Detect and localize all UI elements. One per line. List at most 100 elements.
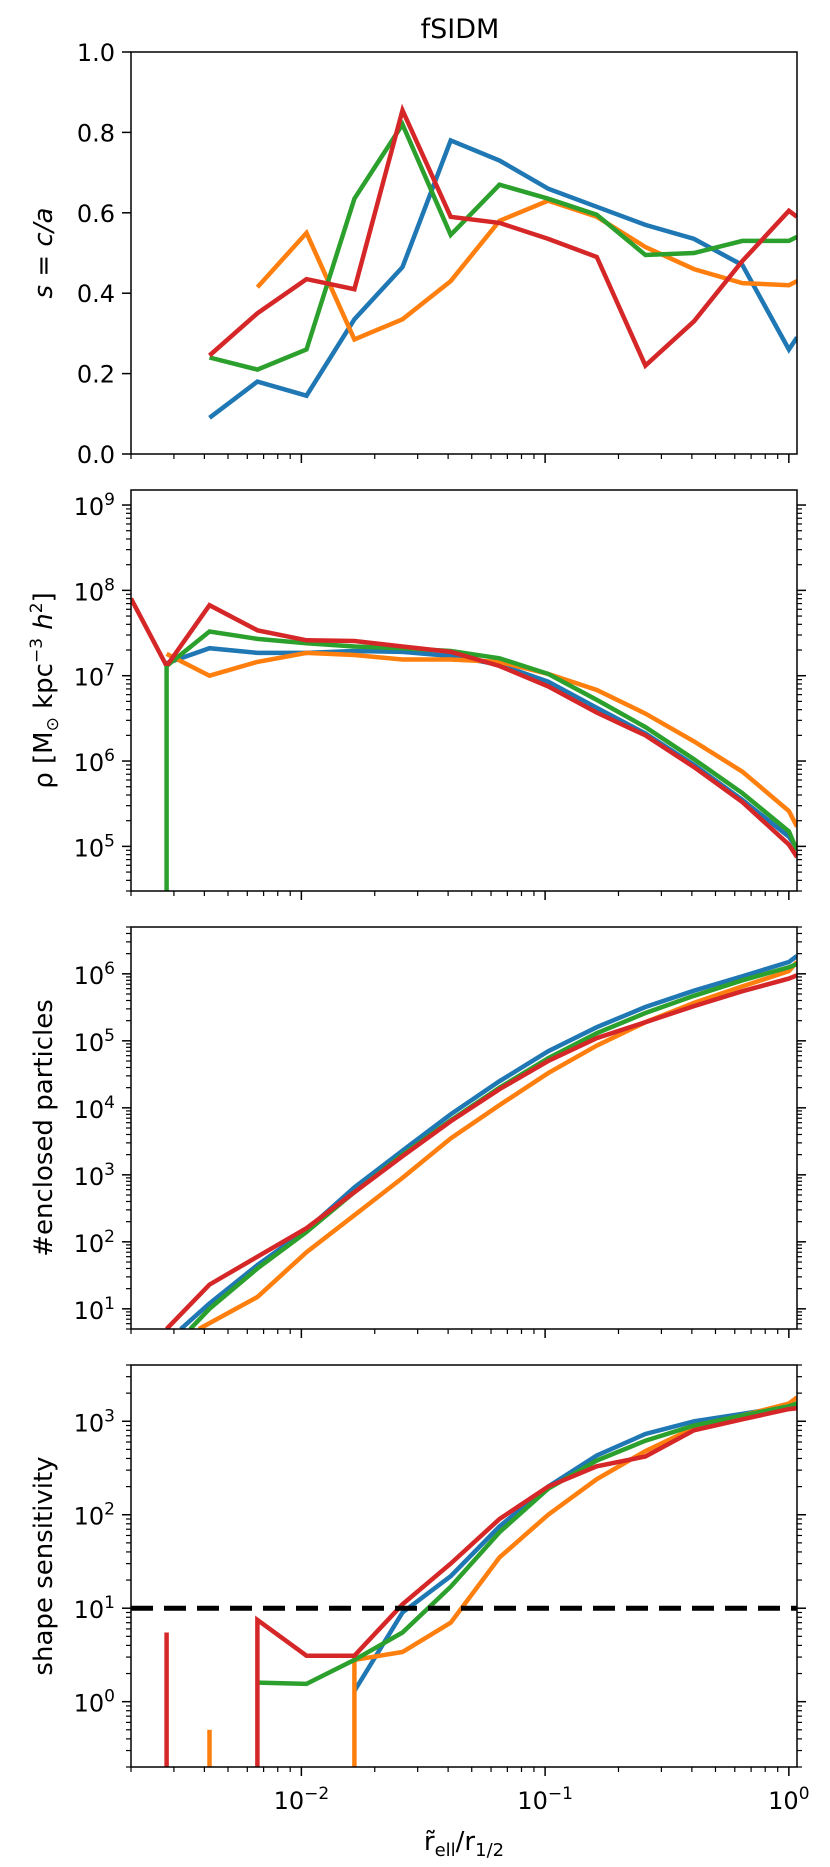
- y-tick-label-base: 10: [74, 1596, 105, 1624]
- series-group: [131, 597, 797, 891]
- x-tick-label-base: 10: [517, 1787, 548, 1815]
- y-tick-label: 102: [74, 1227, 115, 1258]
- y-axis-label-part: c/a: [29, 208, 59, 247]
- y-tick-label: 0.6: [77, 200, 115, 228]
- y-axis-label-part: −3: [27, 638, 47, 663]
- y-tick-label: 104: [74, 1093, 115, 1124]
- x-axis-label-part: ell: [435, 1840, 456, 1861]
- series-line-blue-0: [352, 1402, 797, 1693]
- figure-title: fSIDM: [421, 14, 500, 45]
- series-group: [208, 103, 797, 420]
- y-tick-label-exponent: 3: [104, 1160, 115, 1180]
- y-tick-label: 105: [74, 831, 115, 862]
- y-axis-label: ρ [M⊙ kpc−3 h2]: [27, 592, 63, 789]
- series-line-orange-1: [255, 198, 797, 343]
- y-tick-label-base: 10: [74, 962, 105, 990]
- y-tick-label-base: 10: [74, 1409, 105, 1437]
- y-tick-label: 107: [74, 661, 115, 692]
- y-tick-label-base: 10: [74, 1230, 105, 1258]
- y-tick-label-exponent: 1: [104, 1593, 115, 1613]
- y-tick-label: 109: [74, 490, 115, 521]
- series-line-green-2: [165, 629, 797, 852]
- y-axis-label: #enclosed particles: [29, 999, 59, 1257]
- x-tick-label-exponent: −2: [304, 1784, 329, 1804]
- y-tick-label-exponent: 7: [104, 661, 115, 681]
- axes-frame: [130, 926, 798, 1330]
- x-axis-label-part: /r: [456, 1827, 476, 1857]
- x-tick-label-base: 10: [768, 1787, 799, 1815]
- x-ticks: 10−2 10−1 100: [130, 1767, 810, 1815]
- axes-frame: [130, 1364, 798, 1768]
- y-tick-label-exponent: 6: [104, 746, 115, 766]
- series-line-orange-1: [165, 650, 797, 828]
- y-tick-label: 0.2: [77, 361, 115, 389]
- y-tick-label: 103: [74, 1406, 115, 1437]
- y-axis-label: s = c/a: [29, 208, 59, 299]
- y-axis-label-part: h: [29, 613, 59, 638]
- x-axis-label-text: r̃ell/r1/2: [424, 1827, 504, 1861]
- series-line-blue-0: [208, 137, 797, 420]
- y-tick-label-exponent: 3: [104, 1406, 115, 1426]
- x-tick-label-base: 10: [274, 1787, 305, 1815]
- y-tick-label-exponent: 5: [104, 831, 115, 851]
- series-line-orange-1: [197, 960, 797, 1329]
- y-tick-label-exponent: 0: [104, 1687, 115, 1707]
- y-tick-label-base: 10: [74, 664, 105, 692]
- series-line-green-2: [208, 119, 797, 372]
- x-tick-label: 100: [768, 1784, 809, 1815]
- series-line-red-3: [208, 103, 797, 370]
- y-tick-label: 1.0: [77, 39, 115, 67]
- y-tick-label: 0.4: [77, 280, 115, 308]
- x-tick-label-exponent: 0: [799, 1784, 810, 1804]
- y-tick-label-base: 10: [74, 1297, 105, 1325]
- y-tick-label: 106: [74, 746, 115, 777]
- series-line-red-3: [131, 597, 797, 859]
- axes-frame: [130, 51, 798, 455]
- y-tick-label: 101: [74, 1593, 115, 1624]
- series-line-green-3: [257, 1401, 797, 1687]
- y-tick-label: 0.0: [77, 441, 115, 469]
- y-tick-label-exponent: 2: [104, 1227, 115, 1247]
- y-axis-label-part: 2: [27, 602, 47, 613]
- y-tick-label: 108: [74, 575, 115, 606]
- y-tick-label-exponent: 4: [104, 1093, 115, 1113]
- y-axis-label-part: ρ [M: [29, 731, 59, 788]
- y-tick-label-base: 10: [74, 578, 105, 606]
- y-tick-label: 105: [74, 1026, 115, 1057]
- panels: 0.00.20.40.60.81.0s = c/a105106107108109…: [27, 39, 810, 1815]
- y-tick-label: 106: [74, 959, 115, 990]
- y-tick-label-base: 10: [74, 1163, 105, 1191]
- y-tick-label: 100: [74, 1687, 115, 1718]
- y-axis-label-part: ]: [29, 592, 59, 602]
- y-tick-label: 103: [74, 1160, 115, 1191]
- y-tick-label: 102: [74, 1500, 115, 1531]
- y-tick-label-base: 10: [74, 493, 105, 521]
- y-tick-label-base: 10: [74, 749, 105, 777]
- y-tick-label-base: 10: [74, 1690, 105, 1718]
- axes-frame: [130, 489, 798, 892]
- x-axis-label-part: r̃: [424, 1827, 435, 1857]
- x-axis-label-part: 1/2: [475, 1840, 504, 1861]
- panel-shape: 0.0 0.2 0.4 0.6 0.8 1.0 s = c/a: [29, 39, 798, 469]
- series-line-red-3: [164, 973, 797, 1329]
- y-tick-label-base: 10: [74, 834, 105, 862]
- y-tick-label-exponent: 2: [104, 1500, 115, 1520]
- y-tick-label: 0.8: [77, 119, 115, 147]
- y-ticks: 0.0 0.2 0.4 0.6 0.8 1.0: [77, 39, 131, 469]
- y-tick-label-base: 10: [74, 1096, 105, 1124]
- x-tick-label: 10−1: [517, 1784, 573, 1815]
- series-line-orange-2: [352, 1395, 797, 1767]
- series-group: [164, 954, 797, 1329]
- y-tick-label-exponent: 5: [104, 1026, 115, 1046]
- y-tick-label-exponent: 8: [104, 575, 115, 595]
- y-tick-label-exponent: 1: [104, 1294, 115, 1314]
- y-tick-label-exponent: 9: [104, 490, 115, 510]
- y-tick-label: 101: [74, 1294, 115, 1325]
- x-ticks: [130, 891, 790, 900]
